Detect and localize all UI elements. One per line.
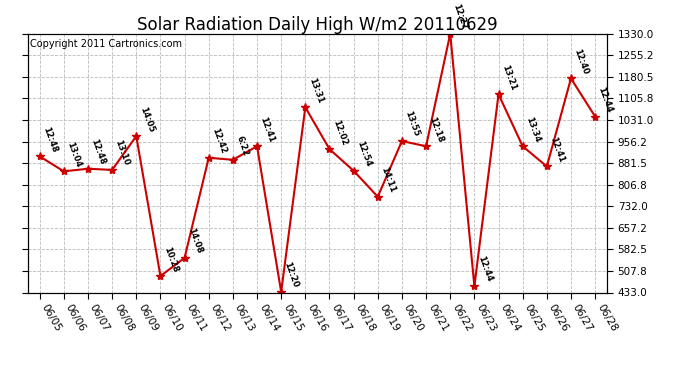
Text: 12:44: 12:44	[597, 86, 614, 114]
Text: 6:22: 6:22	[235, 134, 250, 157]
Text: 14:11: 14:11	[380, 166, 397, 194]
Text: 12:42: 12:42	[210, 127, 228, 155]
Text: 12:48: 12:48	[90, 138, 107, 166]
Text: Copyright 2011 Cartronics.com: Copyright 2011 Cartronics.com	[30, 39, 182, 49]
Text: 10:28: 10:28	[162, 245, 179, 273]
Text: 13:10: 13:10	[114, 139, 131, 167]
Text: 13:21: 13:21	[500, 63, 518, 92]
Text: 12:20: 12:20	[283, 261, 300, 289]
Text: 12:41: 12:41	[549, 135, 566, 164]
Text: 12:40: 12:40	[573, 48, 590, 76]
Text: 12:44: 12:44	[476, 255, 493, 284]
Text: 12:18: 12:18	[428, 115, 445, 144]
Text: 13:04: 13:04	[66, 141, 83, 169]
Text: 14:05: 14:05	[138, 105, 155, 134]
Text: 13:55: 13:55	[404, 110, 421, 138]
Text: 14:08: 14:08	[186, 227, 204, 255]
Text: 13:34: 13:34	[524, 116, 542, 144]
Title: Solar Radiation Daily High W/m2 20110629: Solar Radiation Daily High W/m2 20110629	[137, 16, 497, 34]
Text: 12:02: 12:02	[331, 118, 348, 146]
Text: 12:48: 12:48	[41, 125, 59, 154]
Text: 12:54: 12:54	[355, 140, 373, 168]
Text: 12:41: 12:41	[259, 115, 276, 144]
Text: 12:27: 12:27	[452, 3, 469, 31]
Text: 13:31: 13:31	[307, 76, 324, 105]
